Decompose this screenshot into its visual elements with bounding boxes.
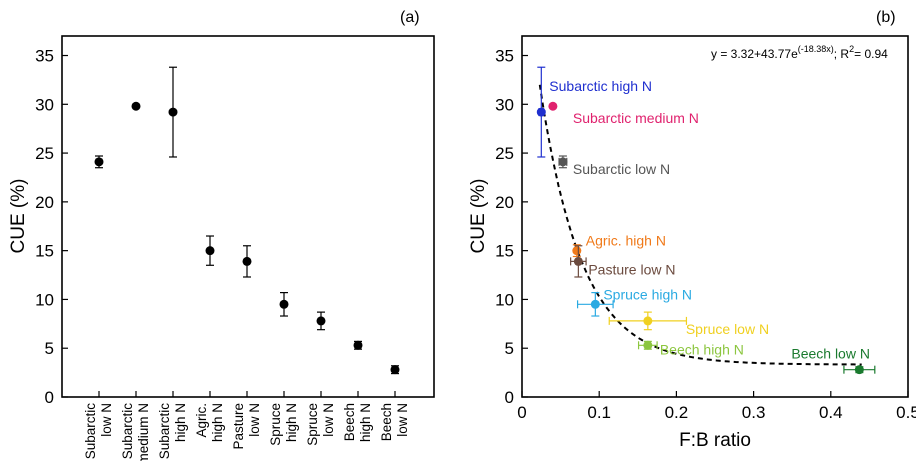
panel-b-data-point [643, 316, 653, 326]
panel-b-point-label: Agric. high N [586, 233, 666, 249]
panel-b-x-tick-label: 0.2 [665, 403, 689, 422]
fit-equation-r2-value: = 0.94 [854, 47, 888, 61]
panel-a-data-point [168, 107, 178, 117]
panel-a-category-label: Subarctic [157, 403, 172, 460]
panel-b-data-point [643, 340, 653, 350]
panel-a-category-label: low N [395, 403, 410, 437]
panel-a-y-tick-label: 5 [45, 339, 54, 358]
panel-a-y-tick-label: 30 [35, 95, 54, 114]
panel-a-y-tick-label: 0 [45, 388, 54, 407]
fit-equation-r2-prefix: ; R [834, 47, 850, 61]
panel-a-category-label: Beech [342, 403, 357, 441]
panel-b-x-tick-label: 0 [517, 403, 526, 422]
panel-a-y-tick-label: 10 [35, 290, 54, 309]
panel-a-category-label: high N [210, 403, 225, 442]
panel-b-y-axis-title: CUE (%) [468, 179, 489, 254]
panel-a-label: (a) [400, 9, 420, 26]
panel-a-y-tick-label: 35 [35, 47, 54, 66]
panel-b-y-tick-label: 15 [495, 242, 514, 261]
panel-a-category-label: Subarctic [83, 403, 98, 460]
panel-b-x-tick-label: 0.1 [587, 403, 611, 422]
panel-b-x-tick-label: 0.4 [819, 403, 843, 422]
panel-a-data-point [316, 316, 326, 326]
panel-b-point-label: Spruce high N [603, 286, 692, 302]
panel-b-y-tick-label: 20 [495, 193, 514, 212]
panel-b-data-point [558, 157, 568, 167]
panel-b-data-point [536, 107, 546, 117]
panel-b-y-tick-label: 25 [495, 144, 514, 163]
panel-a-data-point [131, 101, 141, 111]
panel-b-point-label: Subarctic medium N [573, 110, 699, 126]
panel-b-point-label: Spruce low N [686, 321, 769, 337]
fit-equation-r2-sup: 2 [849, 44, 854, 54]
panel-a-data-point [205, 246, 215, 256]
fit-equation: y = 3.32+43.77e(-18.38x); R2= 0.94 [711, 44, 888, 61]
panel-a-category-label: low N [99, 403, 114, 437]
panel-a-data-point [353, 340, 363, 350]
panel-a-data-point [94, 157, 104, 167]
panel-b-point-label: Subarctic low N [573, 161, 670, 177]
panel-b-y-tick-label: 35 [495, 47, 514, 66]
panel-b-data-point [572, 246, 582, 256]
panel-b-point-label: Beech high N [660, 341, 744, 357]
panel-a-category-label: high N [284, 403, 299, 442]
panel-a-data-point [242, 256, 252, 266]
panel-b: (b) CUE (%) F:B ratio y = 3.32+43.77e(-1… [468, 9, 916, 451]
panel-a-category-label: medium N [136, 403, 151, 461]
panel-a-y-tick-label: 15 [35, 242, 54, 261]
panel-b-y-tick-label: 0 [505, 388, 514, 407]
panel-a-category-label: low N [321, 403, 336, 437]
panel-b-data-point [573, 256, 583, 266]
panel-a-y-tick-label: 25 [35, 144, 54, 163]
panel-a-category-label: Spruce [268, 403, 283, 446]
panel-a-y-tick-label: 20 [35, 193, 54, 212]
panel-a-category-label: Spruce [305, 403, 320, 446]
panel-b-data-point [854, 365, 864, 375]
panel-a-frame [61, 35, 435, 398]
fit-equation-base: y = 3.32+43.77e [711, 47, 798, 61]
panel-a-category-label: Subarctic [120, 403, 135, 460]
panel-b-x-tick-label: 0.3 [742, 403, 766, 422]
panel-b-label: (b) [876, 9, 896, 26]
panel-b-point-label: Beech low N [791, 346, 870, 362]
panel-a-category-label: Pasture [231, 403, 246, 450]
panel-b-data-point [590, 299, 600, 309]
panel-a-category-label: Beech [379, 403, 394, 441]
panel-a-category-label: Agric. [194, 403, 209, 438]
panel-a-category-label: high N [173, 403, 188, 442]
fit-equation-exponent: (-18.38x) [798, 44, 834, 54]
panel-a-category-label: low N [247, 403, 262, 437]
panel-b-point-label: Pasture low N [588, 261, 675, 277]
panel-b-point-label: Subarctic high N [549, 78, 652, 94]
panel-b-x-tick-label: 0.5 [896, 403, 916, 422]
panel-b-y-tick-label: 5 [505, 339, 514, 358]
fit-curve [538, 84, 862, 366]
panel-b-frame [521, 35, 909, 398]
panel-b-y-tick-label: 10 [495, 290, 514, 309]
panel-b-data-point [548, 101, 558, 111]
panel-a-y-axis-title: CUE (%) [8, 179, 29, 254]
panel-b-x-axis-title: F:B ratio [679, 430, 751, 451]
panel-a-category-label: high N [358, 403, 373, 442]
panel-b-y-tick-label: 30 [495, 95, 514, 114]
panel-a-data-point [390, 365, 400, 375]
panel-a-data-point [279, 299, 289, 309]
